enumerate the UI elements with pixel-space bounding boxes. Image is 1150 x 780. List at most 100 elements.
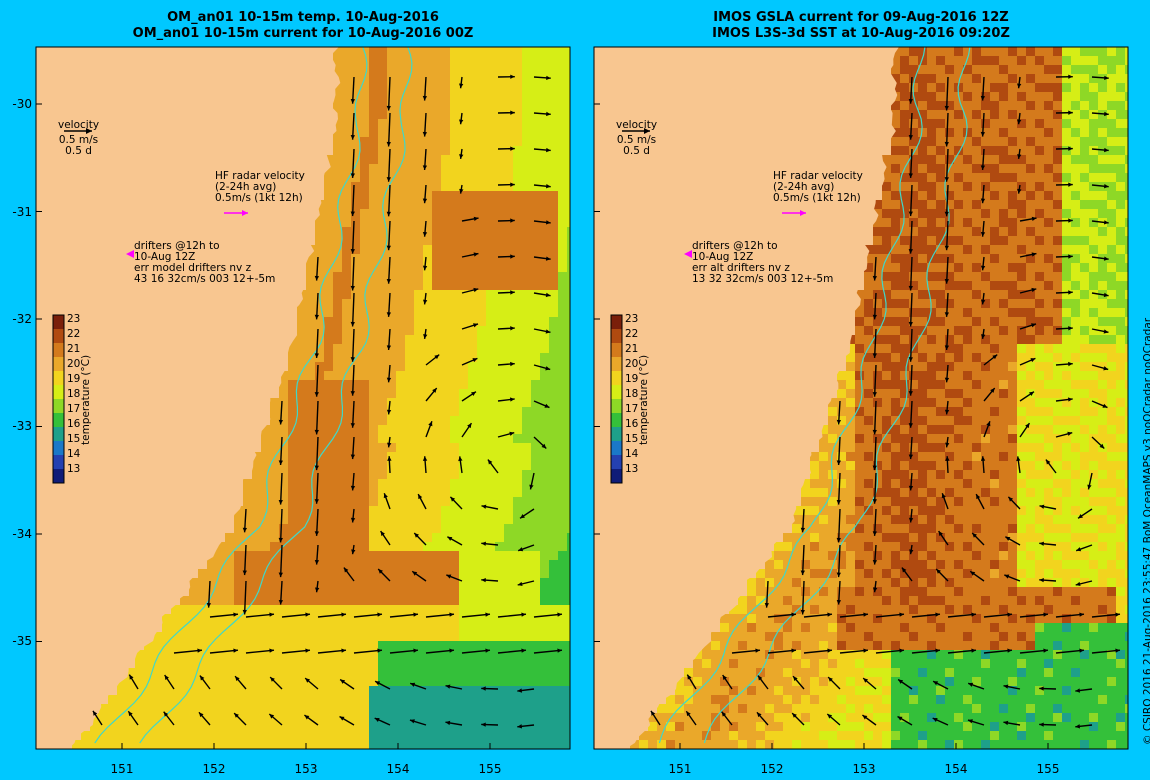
temperature-cell: [378, 137, 387, 146]
temperature-cell: [324, 218, 333, 227]
temperature-cell: [360, 515, 369, 524]
temperature-cell: [567, 713, 570, 722]
temperature-cell: [837, 479, 846, 488]
temperature-cell: [954, 551, 963, 560]
temperature-cell: [405, 146, 414, 155]
temperature-cell: [855, 434, 864, 443]
temperature-cell: [486, 263, 495, 272]
temperature-cell: [990, 425, 999, 434]
temperature-cell: [432, 398, 441, 407]
temperature-cell: [954, 488, 963, 497]
temperature-cell: [1125, 308, 1128, 317]
temperature-cell: [1026, 434, 1035, 443]
temperature-cell: [414, 272, 423, 281]
temperature-cell: [405, 92, 414, 101]
temperature-cell: [1062, 524, 1071, 533]
temperature-cell: [936, 443, 945, 452]
temperature-cell: [153, 731, 162, 740]
temperature-cell: [936, 155, 945, 164]
temperature-cell: [954, 155, 963, 164]
temperature-cell: [1062, 452, 1071, 461]
temperature-cell: [1053, 299, 1062, 308]
temperature-cell: [477, 596, 486, 605]
temperature-cell: [1080, 407, 1089, 416]
temperature-cell: [468, 362, 477, 371]
temperature-cell: [522, 497, 531, 506]
temperature-cell: [396, 560, 405, 569]
temperature-cell: [936, 560, 945, 569]
temperature-cell: [900, 335, 909, 344]
temperature-cell: [252, 488, 261, 497]
temperature-cell: [1035, 290, 1044, 299]
temperature-cell: [963, 452, 972, 461]
temperature-cell: [522, 695, 531, 704]
temperature-cell: [828, 461, 837, 470]
temperature-cell: [981, 245, 990, 254]
temperature-cell: [1062, 353, 1071, 362]
temperature-cell: [1125, 506, 1128, 515]
temperature-cell: [1080, 101, 1089, 110]
temperature-cell: [558, 182, 567, 191]
temperature-cell: [513, 704, 522, 713]
temperature-cell: [324, 290, 333, 299]
temperature-cell: [999, 452, 1008, 461]
temperature-cell: [1035, 362, 1044, 371]
temperature-cell: [1017, 470, 1026, 479]
temperature-cell: [513, 155, 522, 164]
temperature-cell: [1062, 119, 1071, 128]
temperature-cell: [918, 380, 927, 389]
temperature-cell: [972, 137, 981, 146]
temperature-cell: [387, 65, 396, 74]
temperature-cell: [333, 506, 342, 515]
temperature-cell: [324, 407, 333, 416]
temperature-cell: [378, 623, 387, 632]
temperature-cell: [306, 686, 315, 695]
temperature-cell: [171, 614, 180, 623]
temperature-cell: [1008, 362, 1017, 371]
temperature-cell: [306, 542, 315, 551]
temperature-cell: [450, 326, 459, 335]
temperature-cell: [855, 371, 864, 380]
temperature-cell: [558, 587, 567, 596]
temperature-cell: [900, 74, 909, 83]
temperature-cell: [1116, 83, 1125, 92]
temperature-cell: [549, 173, 558, 182]
temperature-cell: [333, 452, 342, 461]
temperature-cell: [1089, 92, 1098, 101]
temperature-cell: [504, 443, 513, 452]
temperature-cell: [351, 146, 360, 155]
temperature-cell: [891, 227, 900, 236]
temperature-cell: [531, 623, 540, 632]
temperature-cell: [1008, 443, 1017, 452]
temperature-cell: [891, 200, 900, 209]
temperature-cell: [144, 650, 153, 659]
temperature-cell: [540, 488, 549, 497]
temperature-cell: [522, 740, 531, 749]
temperature-cell: [567, 254, 570, 263]
temperature-cell: [441, 263, 450, 272]
temperature-cell: [954, 533, 963, 542]
temperature-cell: [972, 470, 981, 479]
temperature-cell: [927, 119, 936, 128]
temperature-cell: [342, 56, 351, 65]
temperature-cell: [540, 407, 549, 416]
temperature-cell: [1116, 542, 1125, 551]
temperature-cell: [360, 56, 369, 65]
temperature-cell: [558, 461, 567, 470]
temperature-cell: [459, 470, 468, 479]
temperature-cell: [369, 740, 378, 749]
temperature-cell: [567, 416, 570, 425]
temperature-cell: [1071, 452, 1080, 461]
temperature-cell: [189, 731, 198, 740]
temperature-cell: [234, 524, 243, 533]
temperature-cell: [846, 434, 855, 443]
temperature-cell: [999, 254, 1008, 263]
temperature-cell: [1098, 101, 1107, 110]
temperature-cell: [468, 56, 477, 65]
temperature-cell: [414, 308, 423, 317]
temperature-cell: [1053, 47, 1062, 56]
temperature-cell: [936, 551, 945, 560]
temperature-cell: [360, 407, 369, 416]
temperature-cell: [432, 407, 441, 416]
temperature-cell: [981, 290, 990, 299]
